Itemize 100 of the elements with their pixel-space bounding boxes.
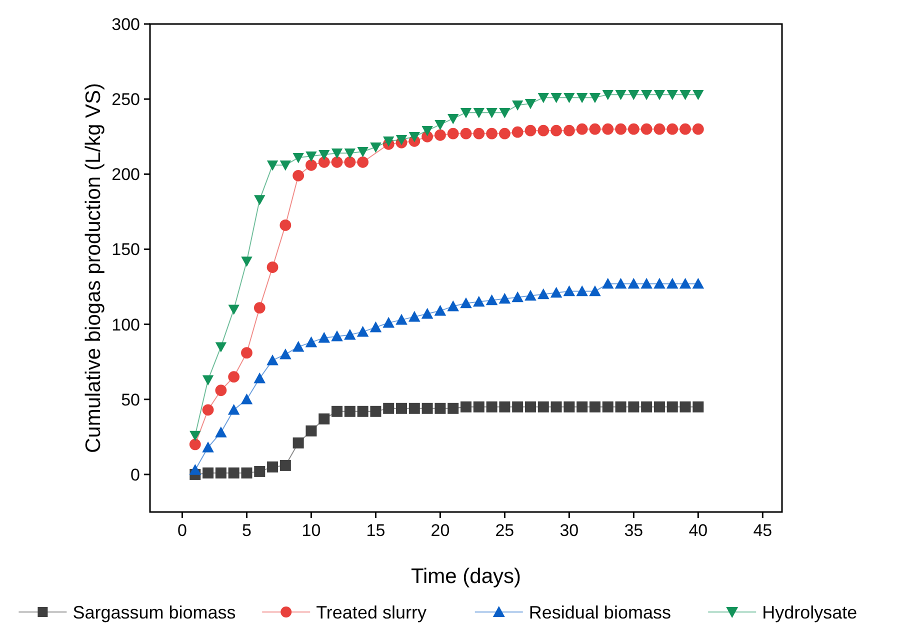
- point: [254, 372, 266, 384]
- point: [434, 402, 446, 414]
- legend-label: Residual biomass: [528, 602, 671, 622]
- point: [538, 92, 549, 104]
- point: [538, 401, 549, 412]
- point: [512, 291, 524, 302]
- point: [370, 406, 382, 417]
- point: [447, 300, 459, 312]
- point: [448, 402, 459, 414]
- point: [331, 148, 343, 159]
- point: [473, 128, 485, 140]
- point: [615, 90, 626, 100]
- point: [460, 297, 472, 308]
- point: [383, 136, 394, 147]
- point: [241, 256, 252, 267]
- point: [318, 332, 330, 343]
- point: [512, 100, 524, 111]
- point: [202, 442, 214, 452]
- y-tick-label: 200: [112, 165, 140, 184]
- point: [215, 342, 227, 352]
- y-tick-label: 150: [112, 240, 140, 260]
- point: [383, 402, 394, 414]
- point: [396, 135, 408, 146]
- point: [254, 466, 266, 477]
- point: [460, 401, 472, 412]
- point: [331, 330, 343, 342]
- point: [499, 401, 510, 412]
- point: [266, 354, 278, 366]
- point: [408, 132, 420, 142]
- point: [189, 438, 201, 450]
- x-tick-label: 15: [366, 521, 386, 540]
- point: [550, 286, 562, 298]
- point: [357, 156, 369, 168]
- point: [434, 304, 446, 316]
- point: [538, 124, 550, 136]
- point: [215, 384, 227, 396]
- y-tick-label: 100: [112, 315, 140, 334]
- point: [331, 156, 343, 168]
- point: [254, 195, 266, 206]
- point: [357, 147, 368, 158]
- point: [563, 285, 576, 296]
- point: [654, 278, 666, 289]
- point: [498, 292, 511, 304]
- point: [524, 98, 536, 110]
- point: [357, 406, 368, 417]
- point: [563, 124, 575, 136]
- point: [666, 90, 678, 100]
- point: [240, 393, 253, 404]
- point: [280, 348, 292, 360]
- x-tick-label: 30: [560, 521, 579, 540]
- point: [576, 401, 588, 412]
- point: [602, 401, 614, 412]
- point: [640, 90, 652, 100]
- point: [564, 401, 575, 412]
- point: [344, 328, 356, 340]
- point: [564, 92, 575, 104]
- point: [266, 262, 278, 273]
- point: [202, 467, 214, 478]
- legend-label: Treated slurry: [316, 602, 426, 622]
- x-tick-label: 10: [302, 521, 321, 540]
- point: [460, 128, 472, 140]
- point: [615, 401, 626, 412]
- point: [537, 288, 550, 300]
- y-tick-label: 50: [121, 390, 140, 410]
- point: [344, 148, 356, 159]
- point: [550, 92, 562, 104]
- point: [486, 294, 498, 306]
- point: [202, 404, 214, 416]
- legend-label: Hydrolysate: [762, 602, 858, 622]
- point: [344, 156, 356, 168]
- point: [628, 90, 640, 100]
- point: [280, 160, 292, 171]
- point: [589, 401, 600, 412]
- point: [292, 437, 304, 448]
- point: [396, 314, 408, 325]
- point: [602, 278, 614, 289]
- legend-label: Sargassum biomass: [72, 602, 236, 622]
- point: [215, 467, 226, 478]
- x-tick-label: 0: [178, 521, 187, 540]
- point: [292, 153, 304, 164]
- point: [680, 401, 691, 412]
- x-axis-title: Time (days): [410, 565, 522, 588]
- point: [280, 460, 291, 471]
- point: [370, 142, 382, 153]
- point: [434, 120, 446, 130]
- point: [215, 426, 227, 438]
- point: [189, 464, 202, 475]
- x-tick-label: 45: [753, 521, 772, 540]
- point: [614, 278, 627, 289]
- point: [628, 401, 640, 412]
- point: [241, 467, 252, 478]
- point: [628, 123, 640, 135]
- point: [615, 123, 626, 135]
- point: [641, 401, 652, 412]
- point: [680, 90, 691, 100]
- point: [460, 108, 472, 118]
- x-tick-label: 20: [430, 521, 450, 540]
- point: [422, 126, 433, 136]
- point: [280, 220, 292, 231]
- point: [241, 347, 252, 359]
